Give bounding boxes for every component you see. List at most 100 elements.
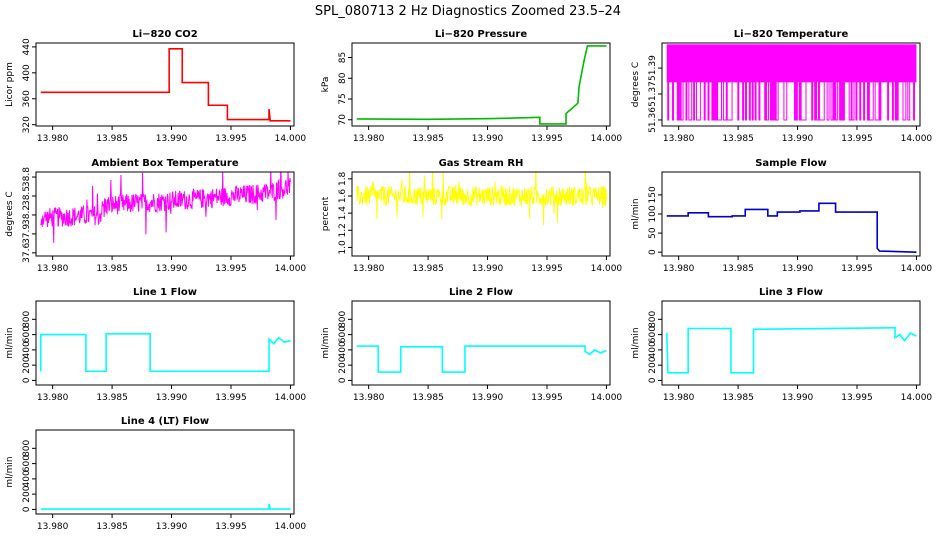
chart-panel: Ambient Box Temperature 13.980 13.985 13.99… (5, 158, 306, 274)
chart-panel: Li−820 Temperature 13.980 13.985 13.990 13.9… (631, 29, 932, 144)
x-tick-label: 13.995 (841, 134, 873, 144)
x-tick-label: 13.980 (37, 522, 69, 532)
x-tick-label: 13.995 (215, 522, 247, 532)
x-tick-label: 14.000 (275, 134, 307, 144)
x-tick-label: 13.995 (841, 264, 873, 274)
series-line (40, 172, 291, 243)
y-tick-label: 51.36 (648, 107, 658, 133)
x-tick-label: 13.990 (782, 393, 814, 403)
x-tick-label: 13.990 (782, 134, 814, 144)
x-tick-label: 13.985 (96, 393, 128, 403)
series-line (40, 503, 291, 510)
x-tick-label: 13.995 (215, 264, 247, 274)
y-tick-label: 1.8 (338, 171, 348, 186)
x-tick-label: 13.980 (663, 393, 695, 403)
x-tick-label: 13.980 (37, 264, 69, 274)
plot-area (39, 333, 291, 373)
y-tick-label: 1.2 (338, 223, 348, 237)
chart-panel: Line 3 Flow 13.980 13.985 13.990 13.995 14.00… (631, 287, 932, 403)
plot-frame (661, 171, 921, 257)
series-line (39, 333, 291, 373)
y-tick-label: 38.5 (22, 186, 32, 206)
plot-frame (351, 42, 611, 127)
x-tick-label: 14.000 (901, 393, 933, 403)
plot-frame (35, 429, 295, 515)
x-tick-label: 14.000 (275, 393, 307, 403)
x-tick-label: 13.990 (472, 393, 504, 403)
y-axis-label: ml/min (631, 198, 641, 229)
y-tick-label: 360 (22, 90, 32, 107)
x-tick-label: 13.980 (353, 393, 385, 403)
x-tick-label: 13.995 (215, 393, 247, 403)
y-tick-label: 200 (22, 356, 32, 373)
series-line (356, 345, 607, 373)
y-tick-label: 400 (22, 64, 32, 81)
y-tick-label: 150 (648, 186, 658, 203)
series-line (356, 172, 607, 225)
x-tick-label: 14.000 (591, 393, 623, 403)
x-tick-label: 14.000 (275, 522, 307, 532)
x-tick-label: 13.985 (412, 134, 444, 144)
y-tick-label: 600 (22, 455, 32, 472)
x-tick-label: 13.990 (472, 134, 504, 144)
x-tick-label: 13.990 (782, 264, 814, 274)
x-tick-label: 13.980 (663, 264, 695, 274)
y-axis-label: ml/min (5, 456, 15, 487)
x-tick-label: 13.995 (531, 393, 563, 403)
y-axis-label: ml/min (321, 327, 331, 358)
y-tick-label: 800 (22, 439, 32, 456)
series-line (666, 46, 917, 121)
x-tick-label: 14.000 (901, 134, 933, 144)
x-tick-label: 13.990 (156, 264, 188, 274)
plot-frame (35, 42, 295, 127)
x-tick-label: 13.985 (96, 522, 128, 532)
y-tick-label: 51.39 (648, 55, 658, 81)
x-tick-label: 13.985 (722, 264, 754, 274)
y-tick-label: 37.6 (22, 243, 32, 263)
x-tick-label: 13.990 (156, 393, 188, 403)
y-axis-label: ml/min (631, 327, 641, 358)
y-tick-label: 100 (648, 205, 658, 222)
y-tick-label: 75 (338, 93, 348, 104)
y-axis-label: percent (321, 196, 331, 231)
chart-panel: Line 2 Flow 13.980 13.985 13.990 13.995 14.00… (321, 287, 622, 403)
plot-frame (35, 300, 295, 386)
chart-panel: Sample Flow 13.980 13.985 13.990 13.995 14.00… (631, 158, 932, 274)
series-line (40, 48, 291, 122)
panel-title: Li−820 CO2 (132, 29, 197, 40)
y-tick-label: 400 (338, 341, 348, 358)
y-tick-label: 200 (648, 356, 658, 373)
y-tick-label: 38.8 (22, 167, 32, 187)
chart-panel: Line 1 Flow 13.980 13.985 13.990 13.995 14.00… (5, 287, 306, 403)
y-tick-label: 800 (338, 310, 348, 327)
y-tick-label: 38.2 (22, 205, 32, 225)
y-tick-label: 85 (338, 52, 348, 63)
plot-area (356, 345, 607, 373)
y-tick-label: 320 (22, 116, 32, 133)
x-tick-label: 14.000 (591, 134, 623, 144)
plot-frame (661, 42, 921, 127)
chart-panel: Gas Stream RH 13.980 13.985 13.990 13.995 14.… (321, 158, 622, 274)
plot-area (356, 172, 607, 225)
plot-frame (351, 171, 611, 257)
y-axis-label: kPa (321, 77, 331, 93)
panels: Li−820 CO2 13.980 13.985 13.990 13.995 14.000… (5, 29, 932, 532)
x-tick-label: 13.990 (472, 264, 504, 274)
x-tick-label: 13.995 (215, 134, 247, 144)
y-tick-label: 600 (648, 326, 658, 343)
y-tick-label: 600 (22, 326, 32, 343)
plot-area (40, 48, 291, 122)
chart-panel: Li−820 Pressure 13.980 13.985 13.990 13.995 1… (321, 29, 622, 144)
series-line (356, 45, 607, 125)
y-tick-label: 0 (22, 506, 32, 512)
x-tick-label: 13.980 (353, 264, 385, 274)
y-tick-label: 0 (338, 377, 348, 383)
y-axis-label: ml/min (5, 327, 15, 358)
y-tick-label: 800 (22, 310, 32, 327)
plot-frame (661, 300, 921, 386)
plot-area (666, 202, 917, 253)
panel-title: Sample Flow (755, 158, 827, 169)
y-tick-label: 1.6 (338, 189, 348, 204)
chart-panel: Line 4 (LT) Flow 13.980 13.985 13.990 13.995… (5, 416, 306, 532)
